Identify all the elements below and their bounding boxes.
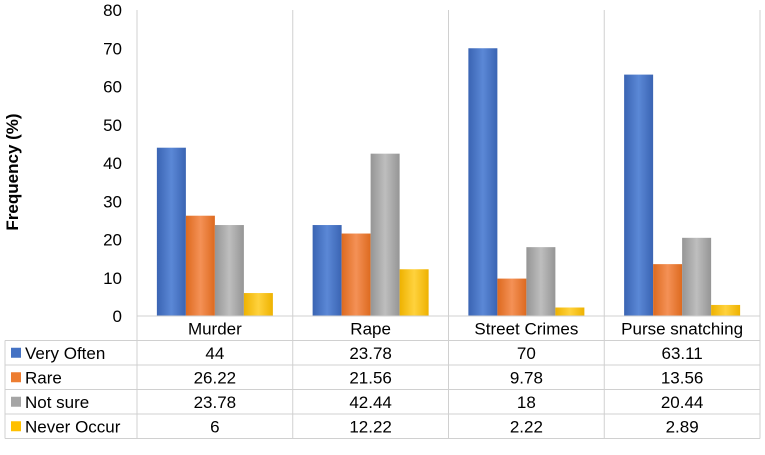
- legend-swatch: [11, 347, 21, 358]
- category-label: Murder: [188, 320, 242, 339]
- table-value: 63.11: [661, 344, 702, 363]
- bar-rare-3: [653, 264, 683, 316]
- bar-rare-0: [185, 215, 215, 316]
- bar-never-occur-2: [555, 307, 585, 316]
- bars: [156, 48, 741, 316]
- legend-label: Very Often: [25, 344, 105, 363]
- legend-label: Not sure: [25, 393, 89, 412]
- y-tick-label: 30: [103, 192, 122, 211]
- table-value: 20.44: [661, 393, 704, 412]
- category-label: Rape: [350, 320, 391, 339]
- y-tick-label: 70: [103, 39, 122, 58]
- legend-label: Rare: [25, 369, 62, 388]
- data-table: Murder Rape Street Crimes Purse snatching Ve…: [4, 315, 761, 439]
- plot-frame: [136, 10, 761, 316]
- bar-never-occur-0: [243, 293, 273, 316]
- bar-rare-1: [341, 233, 371, 316]
- y-tick-label: 10: [103, 269, 122, 288]
- bar-never-occur-1: [399, 269, 429, 316]
- y-axis: 0 10 20 30 40 50 60 70 80: [103, 1, 122, 326]
- bar-never-occur-3: [711, 304, 741, 316]
- table-value: 9.78: [510, 369, 543, 388]
- y-tick-label: 80: [103, 1, 122, 20]
- table-value: 23.78: [349, 344, 392, 363]
- category-label: Street Crimes: [474, 320, 578, 339]
- table-value: 44: [205, 344, 224, 363]
- bar-very-often-2: [468, 48, 498, 316]
- table-value: 42.44: [349, 393, 392, 412]
- bar-not-sure-2: [526, 247, 556, 316]
- y-axis-title: Frequency (%): [3, 113, 22, 230]
- legend-label: Never Occur: [25, 418, 121, 437]
- y-tick-label: 40: [103, 154, 122, 173]
- table-value: 21.56: [349, 369, 392, 388]
- table-value: 23.78: [194, 393, 237, 412]
- table-value: 2.89: [666, 418, 699, 437]
- table-value: 13.56: [661, 369, 704, 388]
- legend-swatch: [11, 396, 21, 407]
- y-tick-label: 0: [113, 307, 122, 326]
- bar-not-sure-0: [214, 225, 244, 316]
- y-tick-label: 50: [103, 116, 122, 135]
- y-tick-label: 20: [103, 231, 122, 250]
- bar-very-often-1: [312, 225, 342, 316]
- category-label: Purse snatching: [621, 320, 743, 339]
- table-value: 18: [517, 393, 536, 412]
- legend-swatch: [11, 421, 21, 432]
- table-value: 12.22: [349, 418, 392, 437]
- legend-swatch: [11, 372, 21, 383]
- table-value: 6: [210, 418, 219, 437]
- bar-not-sure-3: [682, 237, 712, 316]
- bar-very-often-3: [624, 74, 654, 316]
- table-value: 2.22: [510, 418, 543, 437]
- y-tick-label: 60: [103, 78, 122, 97]
- bar-not-sure-1: [370, 153, 400, 316]
- table-value: 26.22: [194, 369, 237, 388]
- bar-rare-2: [497, 278, 527, 316]
- bar-very-often-0: [156, 147, 186, 316]
- table-value: 70: [517, 344, 536, 363]
